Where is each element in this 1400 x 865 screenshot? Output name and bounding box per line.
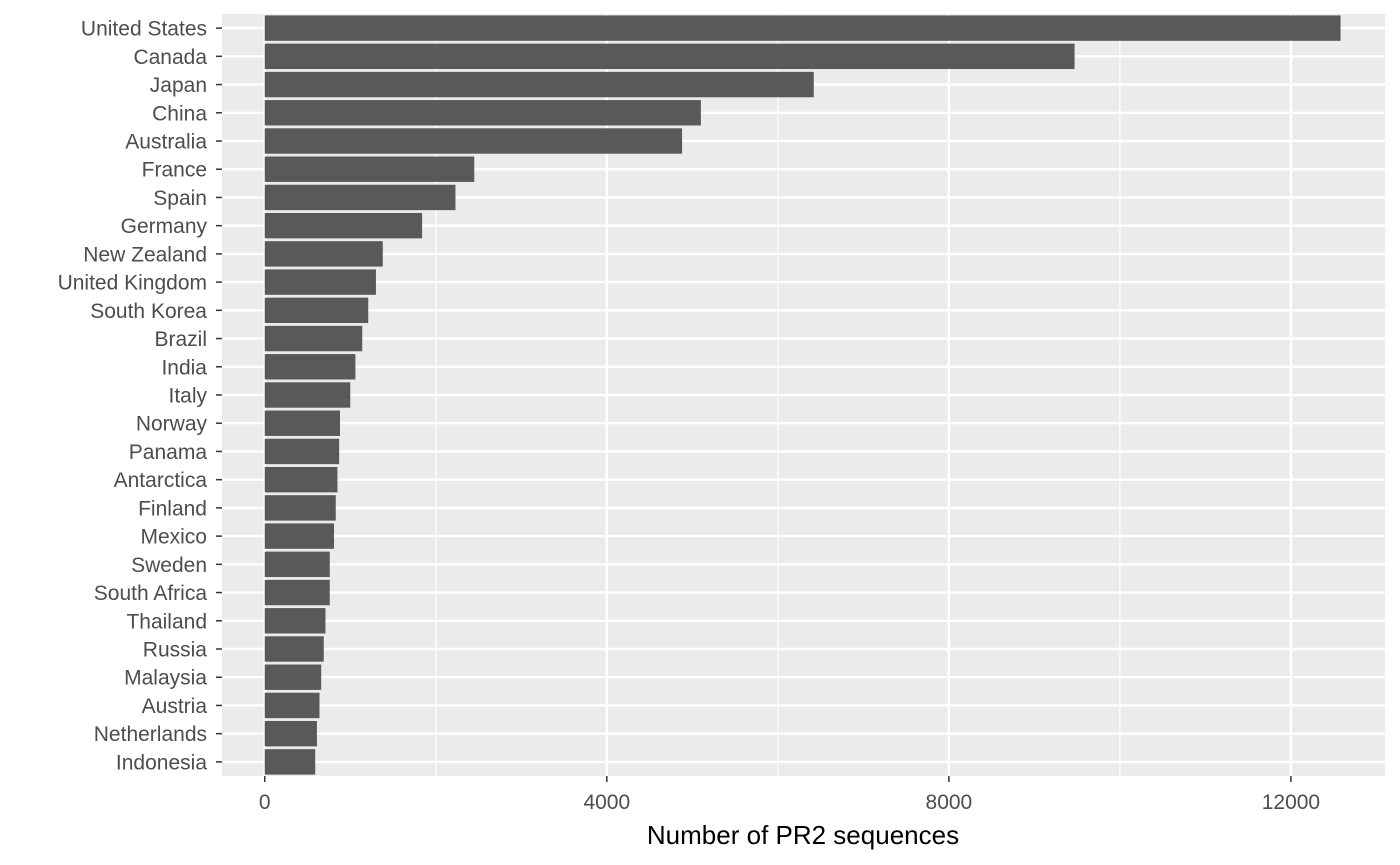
bar-spain (264, 184, 456, 211)
x-axis-title: Number of PR2 sequences (647, 820, 959, 850)
y-tick-label-26: Indonesia (116, 751, 207, 774)
bar-france (264, 156, 475, 182)
y-tick-label-25: Netherlands (94, 723, 207, 746)
bar-south-korea (264, 297, 369, 324)
bar-thailand (264, 608, 326, 634)
bar-new-zealand (264, 241, 383, 267)
bar-netherlands (264, 720, 317, 747)
y-tick-label-24: Austria (142, 695, 208, 718)
y-tick-label-7: Germany (121, 215, 208, 238)
y-tick-label-6: Spain (153, 187, 207, 210)
x-axis: 0 4000 8000 12000 (259, 776, 1320, 814)
y-tick-label-8: New Zealand (83, 243, 207, 266)
bar-austria (264, 692, 320, 719)
y-tick-label-20: South Africa (94, 582, 208, 605)
y-tick-label-23: Malaysia (124, 667, 207, 690)
bar-japan (264, 71, 814, 98)
y-tick-label-22: Russia (143, 639, 208, 662)
y-tick-label-17: Finland (138, 497, 207, 520)
bar-canada (264, 43, 1075, 70)
bars (264, 15, 1341, 775)
bar-india (264, 354, 356, 380)
bar-brazil (264, 325, 363, 352)
bar-antarctica (264, 466, 338, 493)
bar-south-africa (264, 579, 330, 606)
y-tick-label-16: Antarctica (114, 469, 208, 492)
bar-mexico (264, 523, 335, 549)
bar-italy (264, 382, 351, 408)
y-tick-label-18: Mexico (140, 526, 207, 549)
y-tick-label-1: Canada (133, 46, 207, 69)
y-tick-label-2: Japan (150, 74, 207, 97)
y-tick-label-4: Australia (125, 131, 207, 154)
y-tick-label-5: France (142, 159, 207, 182)
bar-china (264, 100, 701, 126)
bar-norway (264, 410, 341, 436)
bar-panama (264, 438, 340, 465)
bar-indonesia (264, 749, 316, 775)
y-tick-label-15: Panama (129, 441, 208, 464)
y-tick-label-10: South Korea (90, 300, 207, 323)
x-tick-label-1: 4000 (583, 791, 630, 814)
y-tick-label-3: China (152, 102, 207, 125)
bar-sweden (264, 551, 330, 578)
y-tick-label-12: India (161, 356, 207, 379)
x-tick-label-3: 12000 (1262, 791, 1320, 814)
bar-united-kingdom (264, 269, 376, 295)
x-tick-label-2: 8000 (926, 791, 973, 814)
y-tick-label-19: Sweden (131, 554, 207, 577)
bar-finland (264, 495, 336, 521)
y-tick-label-11: Brazil (154, 328, 207, 351)
bar-russia (264, 636, 324, 662)
x-tick-label-0: 0 (259, 791, 271, 814)
y-tick-label-0: United States (81, 18, 207, 41)
bar-malaysia (264, 664, 322, 690)
bar-united-states (264, 15, 1341, 41)
y-tick-label-9: United Kingdom (58, 272, 207, 295)
y-tick-label-14: Norway (136, 413, 208, 436)
y-tick-label-21: Thailand (126, 610, 207, 633)
y-axis: United States Canada Japan China Australia Fr… (58, 18, 222, 774)
y-tick-label-13: Italy (168, 385, 207, 408)
bar-germany (264, 212, 423, 239)
bar-australia (264, 128, 683, 154)
